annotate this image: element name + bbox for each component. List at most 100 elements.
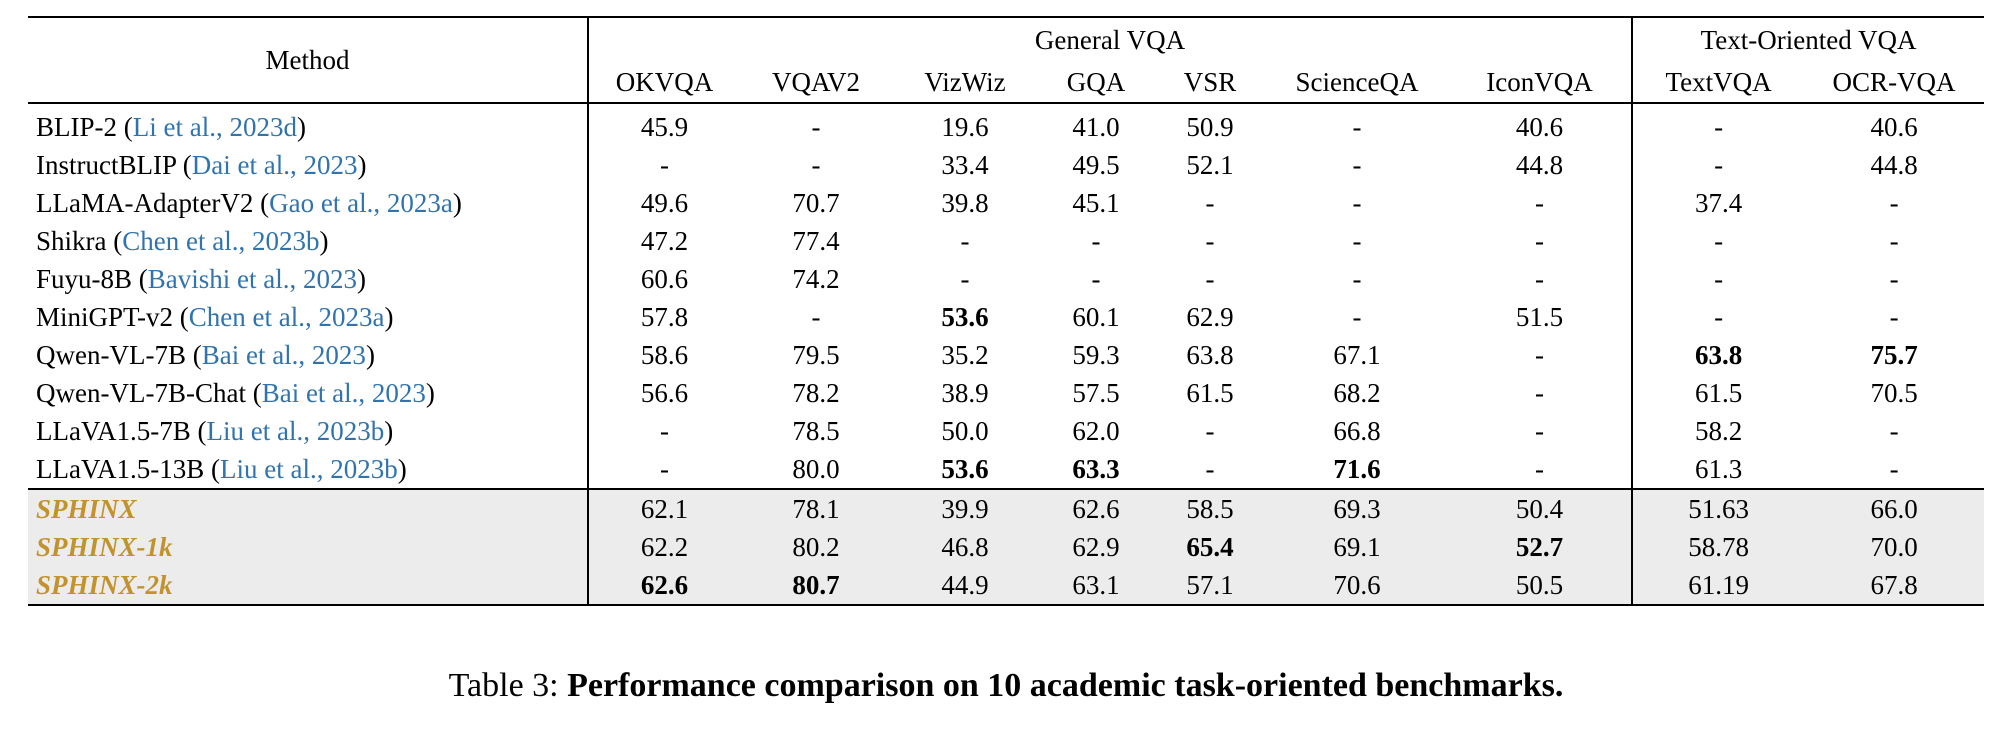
score-cell: -: [660, 454, 669, 484]
score-cell: 47.2: [640, 226, 689, 256]
citation-link[interactable]: Bai et al., 2023: [201, 340, 366, 370]
citation-link[interactable]: Li et al., 2023d: [132, 112, 297, 142]
score-cell: 80.2: [740, 528, 892, 566]
table-row: BLIP-2 (Li et al., 2023d) 45.9 - 19.6 41.0 50…: [28, 103, 1984, 146]
score-cell: 78.5: [792, 416, 840, 446]
citation-link[interactable]: Liu et al., 2023b: [219, 454, 398, 484]
score-cell: -: [811, 112, 821, 142]
method-cell: BLIP-2 (Li et al., 2023d): [28, 103, 589, 146]
column-header-vsr: VSR: [1154, 61, 1266, 104]
table-row: LLaVA1.5-7B (Liu et al., 2023b) - 78.5 50.0…: [28, 412, 1984, 450]
score-cell: -: [1889, 454, 1899, 484]
caption-text: Performance comparison on 10 academic ta…: [567, 667, 1564, 704]
score-cell: -: [960, 226, 970, 256]
score-cell: 66.0: [1804, 488, 1985, 528]
score-cell: -: [1352, 226, 1362, 256]
score-cell: 59.3: [1072, 340, 1120, 370]
score-cell: -: [1352, 302, 1362, 332]
score-cell: 58.5: [1154, 488, 1266, 528]
score-cell: 66.8: [1333, 416, 1381, 446]
score-cell: 39.9: [892, 488, 1038, 528]
score-cell: -: [1448, 336, 1634, 374]
score-cell: 57.5: [1072, 378, 1120, 408]
method-cell: InstructBLIP (Dai et al., 2023): [28, 146, 589, 184]
score-cell: 58.6: [640, 340, 689, 370]
column-header-vizwiz: VizWiz: [892, 61, 1038, 104]
score-cell: -: [1205, 264, 1215, 294]
score-cell: 80.0: [792, 454, 840, 484]
score-cell: -: [1205, 226, 1215, 256]
method-column-header: Method: [28, 17, 589, 104]
score-cell: 33.4: [941, 150, 989, 180]
score-cell: 56.6: [640, 378, 689, 408]
score-cell: 49.5: [1072, 150, 1120, 180]
citation-link[interactable]: Chen et al., 2023b: [122, 226, 320, 256]
score-cell: 62.0: [1072, 416, 1120, 446]
score-cell: -: [1205, 454, 1215, 484]
score-cell: -: [1714, 302, 1724, 332]
score-cell: 70.5: [1870, 378, 1918, 408]
score-cell: 71.6: [1333, 454, 1381, 484]
score-cell: 58.2: [1694, 416, 1743, 446]
method-cell: Shikra (Chen et al., 2023b): [28, 222, 589, 260]
citation-link[interactable]: Dai et al., 2023: [191, 150, 358, 180]
score-cell: 63.8: [1694, 340, 1743, 370]
column-header-scienceqa: ScienceQA: [1266, 61, 1448, 104]
column-header-ocr-vqa: OCR-VQA: [1804, 61, 1985, 104]
table-row: Qwen-VL-7B-Chat (Bai et al., 2023) 56.6 78…: [28, 374, 1984, 412]
score-cell: 65.4: [1154, 528, 1266, 566]
score-cell: 60.6: [640, 264, 689, 294]
score-cell: 46.8: [892, 528, 1038, 566]
score-cell: 44.8: [1870, 150, 1918, 180]
score-cell: 57.8: [640, 302, 689, 332]
citation-link[interactable]: Liu et al., 2023b: [206, 416, 385, 446]
score-cell: -: [1205, 416, 1215, 446]
score-cell: -: [1352, 150, 1362, 180]
score-cell: -: [1352, 112, 1362, 142]
table-header: Method General VQA Text-Oriented VQA OKV…: [28, 17, 1985, 104]
score-cell: -: [1205, 188, 1215, 218]
score-cell: 67.1: [1333, 340, 1381, 370]
score-cell: -: [1352, 264, 1362, 294]
score-cell: 52.7: [1448, 528, 1634, 566]
table-row: InstructBLIP (Dai et al., 2023) - - 33.4 49.…: [28, 146, 1984, 184]
score-cell: 45.9: [640, 112, 689, 142]
method-cell: SPHINX: [28, 488, 589, 528]
method-cell: LLaMA-AdapterV2 (Gao et al., 2023a): [28, 184, 589, 222]
table-row: MiniGPT-v2 (Chen et al., 2023a) 57.8 - 53.6…: [28, 298, 1984, 336]
column-header-iconvqa: IconVQA: [1448, 61, 1634, 104]
citation-link[interactable]: Bavishi et al., 2023: [147, 264, 357, 294]
group-header-general-vqa: General VQA: [588, 17, 1634, 61]
score-cell: -: [1448, 184, 1634, 222]
group-header-text-oriented-vqa: Text-Oriented VQA: [1700, 24, 1917, 55]
score-cell: 50.0: [941, 416, 989, 446]
score-cell: 62.9: [1186, 302, 1234, 332]
score-cell: 69.3: [1266, 488, 1448, 528]
method-cell: MiniGPT-v2 (Chen et al., 2023a): [28, 298, 589, 336]
citation-link[interactable]: Gao et al., 2023a: [269, 188, 453, 218]
table-row: LLaVA1.5-13B (Liu et al., 2023b) - 80.0 53.…: [28, 450, 1984, 489]
score-cell: 38.9: [941, 378, 989, 408]
column-header-gqa: GQA: [1038, 61, 1154, 104]
sphinx-method-label: SPHINX-1k: [36, 532, 173, 562]
score-cell: 62.6: [1038, 488, 1154, 528]
method-cell: LLaVA1.5-7B (Liu et al., 2023b): [28, 412, 589, 450]
score-cell: 57.1: [1154, 566, 1266, 605]
score-cell: -: [1714, 226, 1724, 256]
baseline-rows: BLIP-2 (Li et al., 2023d) 45.9 - 19.6 41.0 50…: [28, 103, 1984, 489]
score-cell: 52.1: [1186, 150, 1234, 180]
score-cell: 80.7: [740, 566, 892, 605]
score-cell: 41.0: [1072, 112, 1120, 142]
citation-link[interactable]: Chen et al., 2023a: [188, 302, 385, 332]
table-row: Shikra (Chen et al., 2023b) 47.2 77.4 - - - - -…: [28, 222, 1984, 260]
score-cell: 37.4: [1694, 188, 1743, 218]
score-cell: 62.6: [588, 566, 740, 605]
score-cell: -: [1091, 226, 1101, 256]
score-cell: 61.19: [1632, 566, 1805, 605]
citation-link[interactable]: Bai et al., 2023: [261, 378, 426, 408]
table-row: SPHINX-2k 62.6 80.7 44.9 63.1 57.1 70.6 50.5 61.…: [28, 566, 1985, 605]
score-cell: -: [811, 302, 821, 332]
method-cell: Qwen-VL-7B (Bai et al., 2023): [28, 336, 589, 374]
score-cell: 60.1: [1072, 302, 1120, 332]
paper-table-figure: Method General VQA Text-Oriented VQA OKV…: [28, 16, 1985, 704]
